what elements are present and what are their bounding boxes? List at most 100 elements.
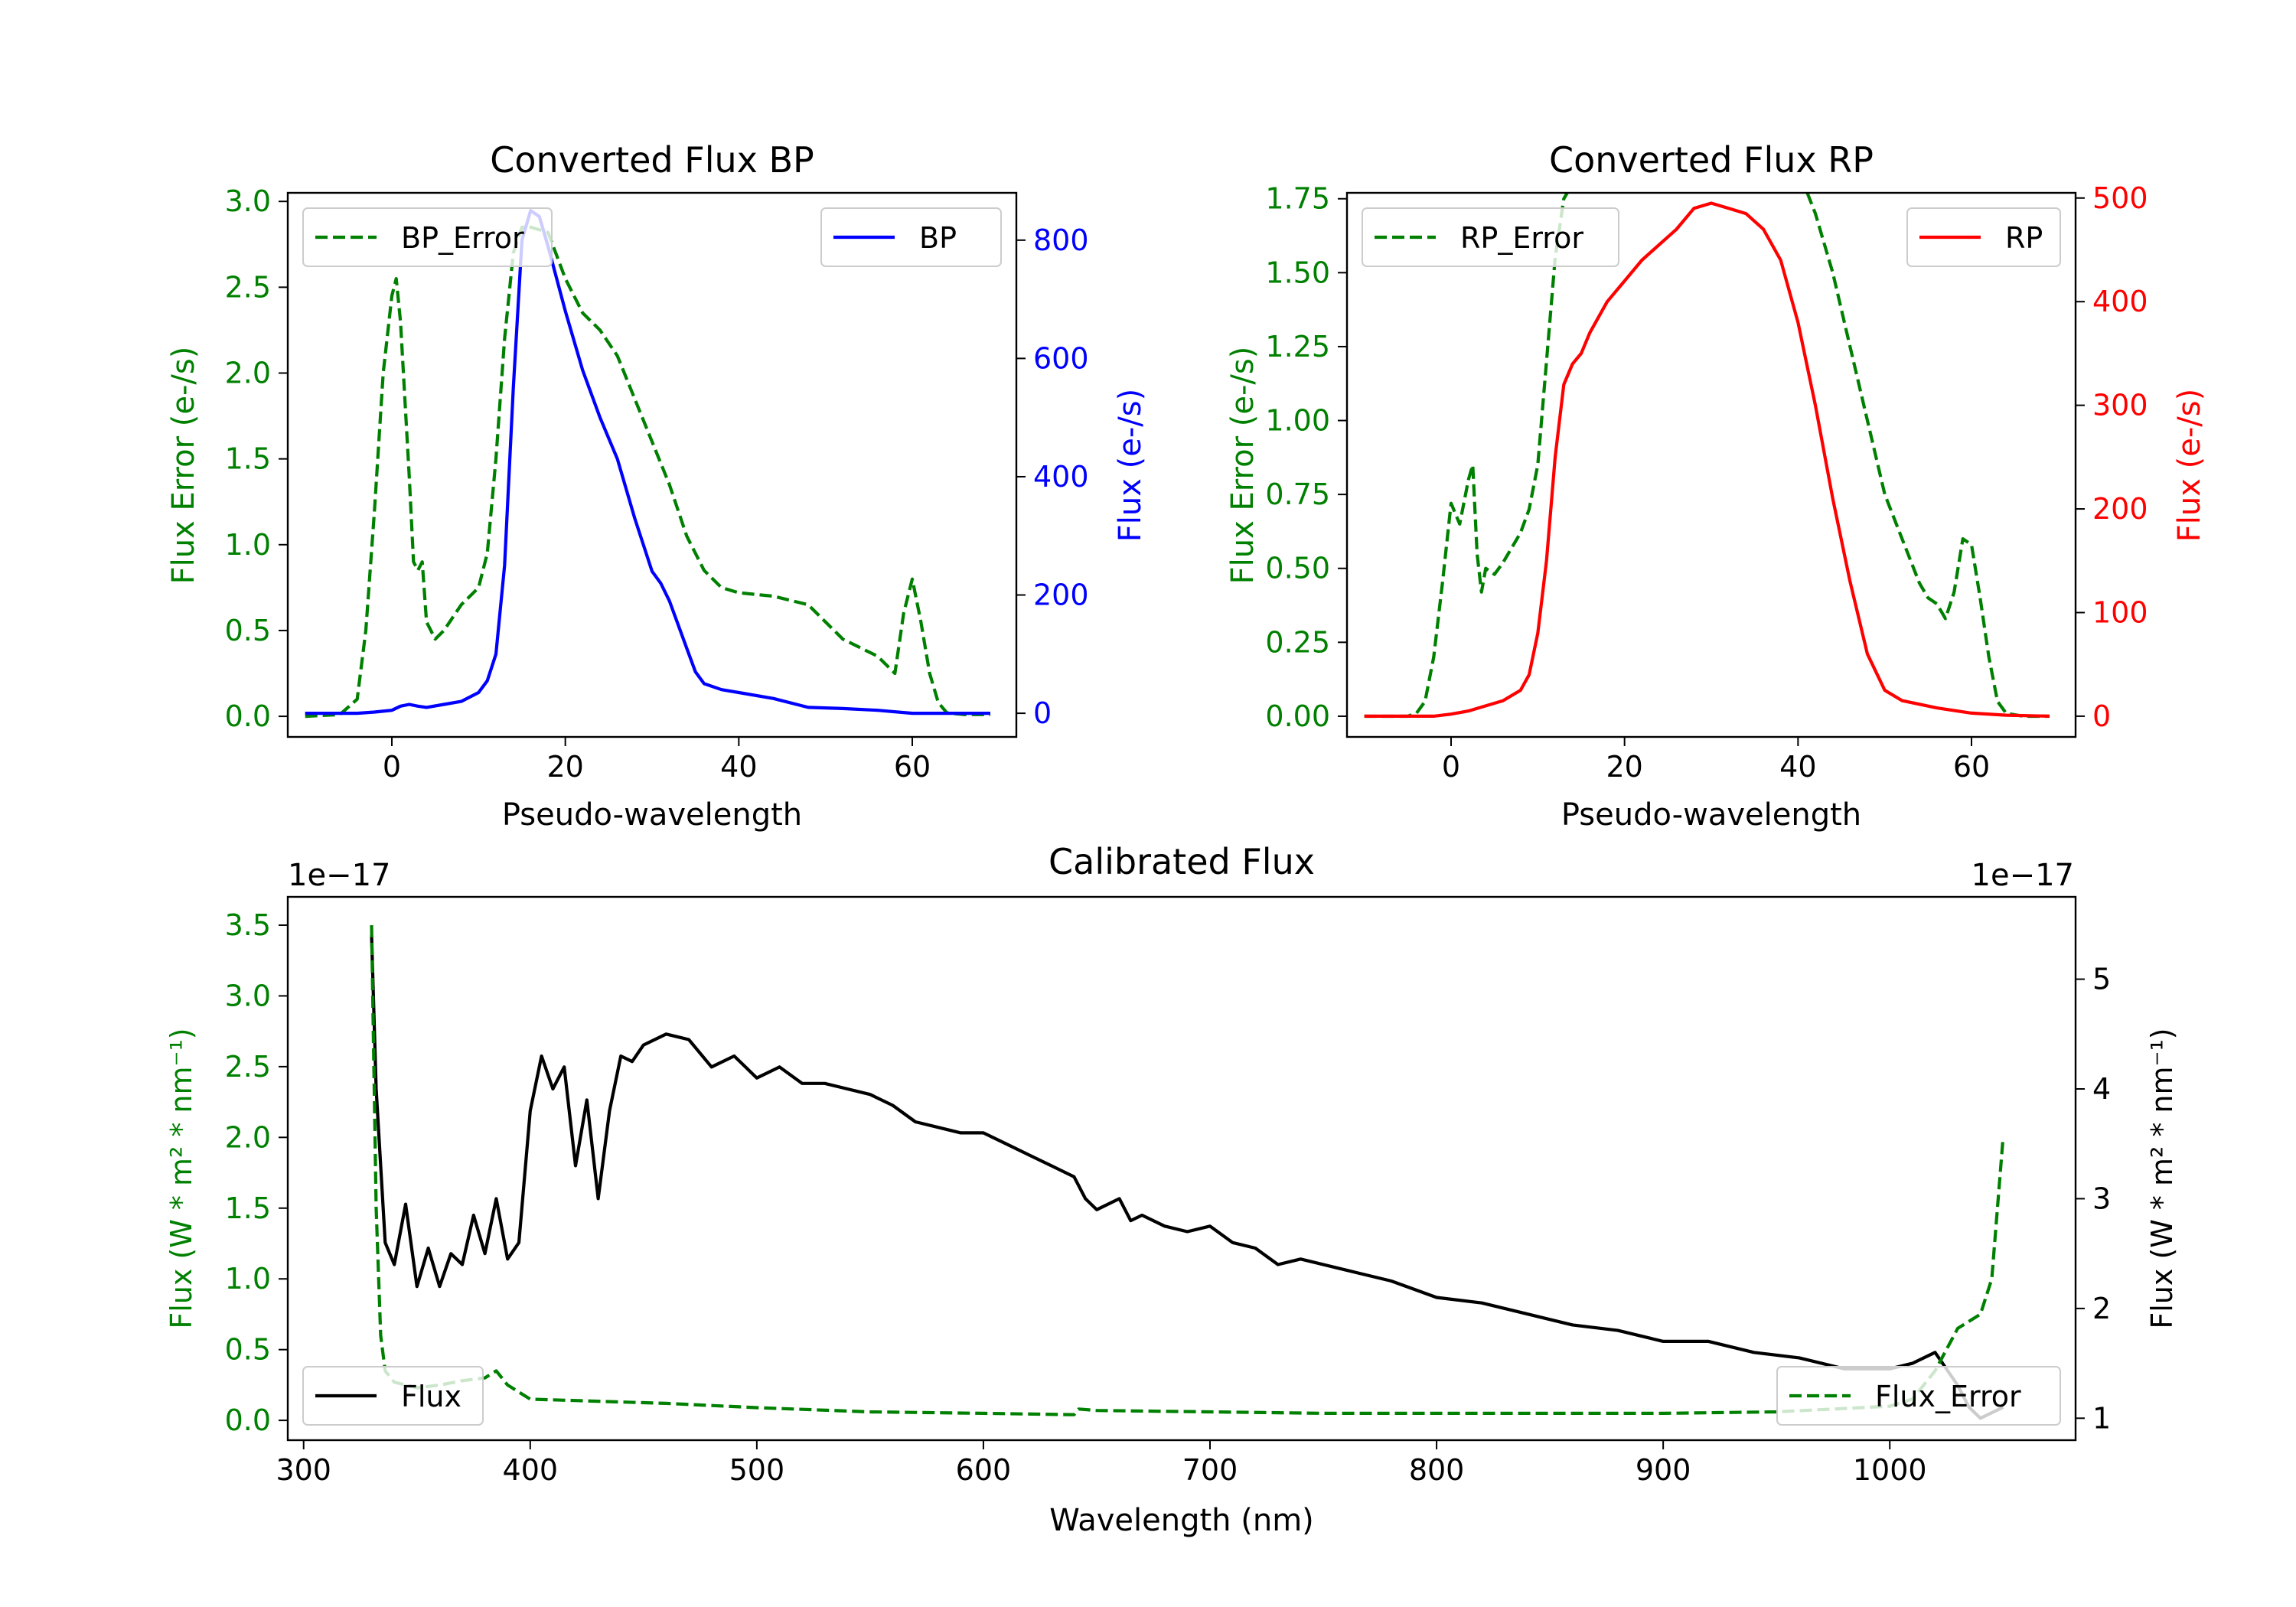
bp-panel: Converted Flux BP 0 20 40 60 0.0 0.5 1.0 1.5 2.0… [166,139,1148,833]
cal-left-tick-label: 1.5 [225,1191,271,1225]
cal-x-tick-label: 700 [1182,1453,1238,1487]
cal-legend-label: Flux [401,1380,461,1413]
rp-right-tick-label: 400 [2092,285,2148,318]
rp-series-group [1364,193,2050,719]
bp-left-tick-label: 0.0 [225,699,271,733]
bp-x-tick-label: 20 [546,750,583,784]
cal-right-tick-label: 3 [2092,1182,2111,1215]
rp-right-tick-label: 100 [2092,595,2148,629]
cal-x-tick-label: 900 [1636,1453,1691,1487]
bp-right-axis-label: Flux (e-/s) [1113,389,1148,542]
cal-x-tick-label: 300 [276,1453,331,1487]
cal-left-tick-label: 0.5 [225,1333,271,1367]
bp-left-tick-label: 0.5 [225,614,271,647]
cal-series-flux [370,935,2004,1420]
cal-xlabel: Wavelength (nm) [1049,1503,1314,1538]
calibrated-panel: Calibrated Flux 300 400 500 600 700 800 900 100… [165,841,2179,1538]
rp-left-tick-label: 1.00 [1265,404,1330,438]
bp-legend-bp-error: BP_Error [302,207,553,267]
rp-left-tick-label: 1.50 [1265,256,1330,289]
cal-legend-flux: Flux [302,1366,484,1426]
cal-legend-box [1776,1366,2061,1426]
cal-right-tick-label: 5 [2092,963,2111,996]
bp-legend-label: BP [919,221,957,255]
rp-x-tick-label: 40 [1779,750,1816,784]
rp-legend-label: RP_Error [1460,221,1583,255]
rp-x-tick-label: 20 [1606,750,1642,784]
bp-legend-label: BP_Error [401,221,524,255]
bp-right-tick-label: 0 [1033,696,1052,730]
cal-left-tick-label: 3.5 [225,908,271,942]
bp-axes-frame [286,191,1018,738]
cal-legend-flux-error: Flux_Error [1776,1366,2061,1426]
rp-left-tick-label: 1.25 [1265,330,1330,363]
bp-title: Converted Flux BP [490,139,814,181]
bp-left-tick-label: 3.0 [225,184,271,218]
cal-plot-area: 300 400 500 600 700 800 900 1000 0.0 0.5 1.0 1.5 2.0… [225,895,2111,1487]
cal-x-tick-label: 800 [1409,1453,1465,1487]
cal-x-tick-label: 500 [729,1453,785,1487]
rp-right-tick-label: 0 [2092,699,2111,733]
bp-x-tick-label: 0 [383,750,401,784]
rp-x-tick-label: 60 [1953,750,1990,784]
rp-legend-box [1362,207,1619,267]
cal-right-tick-label: 1 [2092,1401,2111,1435]
rp-left-tick-label: 0.00 [1265,699,1330,733]
rp-left-tick-label: 0.50 [1265,552,1330,585]
rp-left-tick-label: 0.25 [1265,625,1330,659]
bp-right-tick-label: 400 [1033,460,1089,494]
bp-legend-box [820,207,1002,267]
rp-plot-area: 0 20 40 60 0.00 0.25 0.50 0.75 1.00 1.25 1.50 1.75 0… [1265,181,2148,784]
bp-right-tick-label: 600 [1033,341,1089,375]
bp-x-tick-label: 60 [894,750,931,784]
rp-legend-rp-error: RP_Error [1362,207,1619,267]
rp-legend-box [1906,207,2061,267]
bp-right-tick-label: 200 [1033,579,1089,612]
rp-x-tick-label: 0 [1442,750,1460,784]
bp-left-tick-label: 1.5 [225,442,271,476]
rp-left-tick-label: 1.75 [1265,182,1330,216]
cal-x-tick-label: 400 [503,1453,559,1487]
rp-legend-label: RP [2005,221,2043,255]
bp-left-tick-label: 2.0 [225,357,271,390]
bp-legend-box [302,207,553,267]
rp-right-axis-label: Flux (e-/s) [2172,389,2207,542]
bp-left-axis-label: Flux Error (e-/s) [166,347,201,585]
bp-left-tick-label: 1.0 [225,528,271,562]
rp-right-tick-label: 500 [2092,181,2148,215]
rp-series-rp-error [1364,193,2050,719]
cal-right-tick-label: 4 [2092,1072,2111,1106]
cal-right-offset-label: 1e−17 [1971,858,2074,893]
bp-legend-bp: BP [820,207,1002,267]
cal-left-axis-label: Flux (W * m² * nm⁻¹) [165,1028,198,1328]
cal-legend-box [302,1366,484,1426]
rp-left-axis-label: Flux Error (e-/s) [1225,347,1261,585]
cal-left-tick-label: 2.5 [225,1050,271,1084]
cal-right-axis-label: Flux (W * m² * nm⁻¹) [2145,1028,2179,1328]
bp-left-tick-label: 2.5 [225,270,271,304]
rp-series-rp [1364,201,2050,718]
rp-xlabel: Pseudo-wavelength [1561,797,1861,833]
cal-axes-frame [286,895,2077,1442]
rp-panel: Converted Flux RP 0 20 40 60 0.00 0.25 0.50 0.7… [1225,139,2207,833]
cal-x-tick-label: 600 [956,1453,1012,1487]
rp-left-tick-label: 0.75 [1265,478,1330,511]
rp-axes-frame [1345,191,2077,738]
cal-left-tick-label: 1.0 [225,1262,271,1296]
bp-right-tick-label: 800 [1033,223,1089,257]
cal-x-tick-label: 1000 [1853,1453,1927,1487]
bp-xlabel: Pseudo-wavelength [502,797,802,833]
cal-left-tick-label: 0.0 [225,1403,271,1437]
bp-plot-area: 0 20 40 60 0.0 0.5 1.0 1.5 2.0 2.5 3.0 0 200 400 600 80… [225,184,1089,784]
rp-legend-rp: RP [1906,207,2061,267]
rp-title: Converted Flux RP [1549,139,1874,181]
cal-title: Calibrated Flux [1049,841,1315,882]
cal-left-tick-label: 2.0 [225,1120,271,1154]
bp-x-tick-label: 40 [720,750,757,784]
cal-left-offset-label: 1e−17 [288,858,390,893]
rp-right-tick-label: 200 [2092,492,2148,526]
cal-right-tick-label: 2 [2092,1292,2111,1325]
cal-left-tick-label: 3.0 [225,979,271,1012]
rp-right-tick-label: 300 [2092,389,2148,422]
